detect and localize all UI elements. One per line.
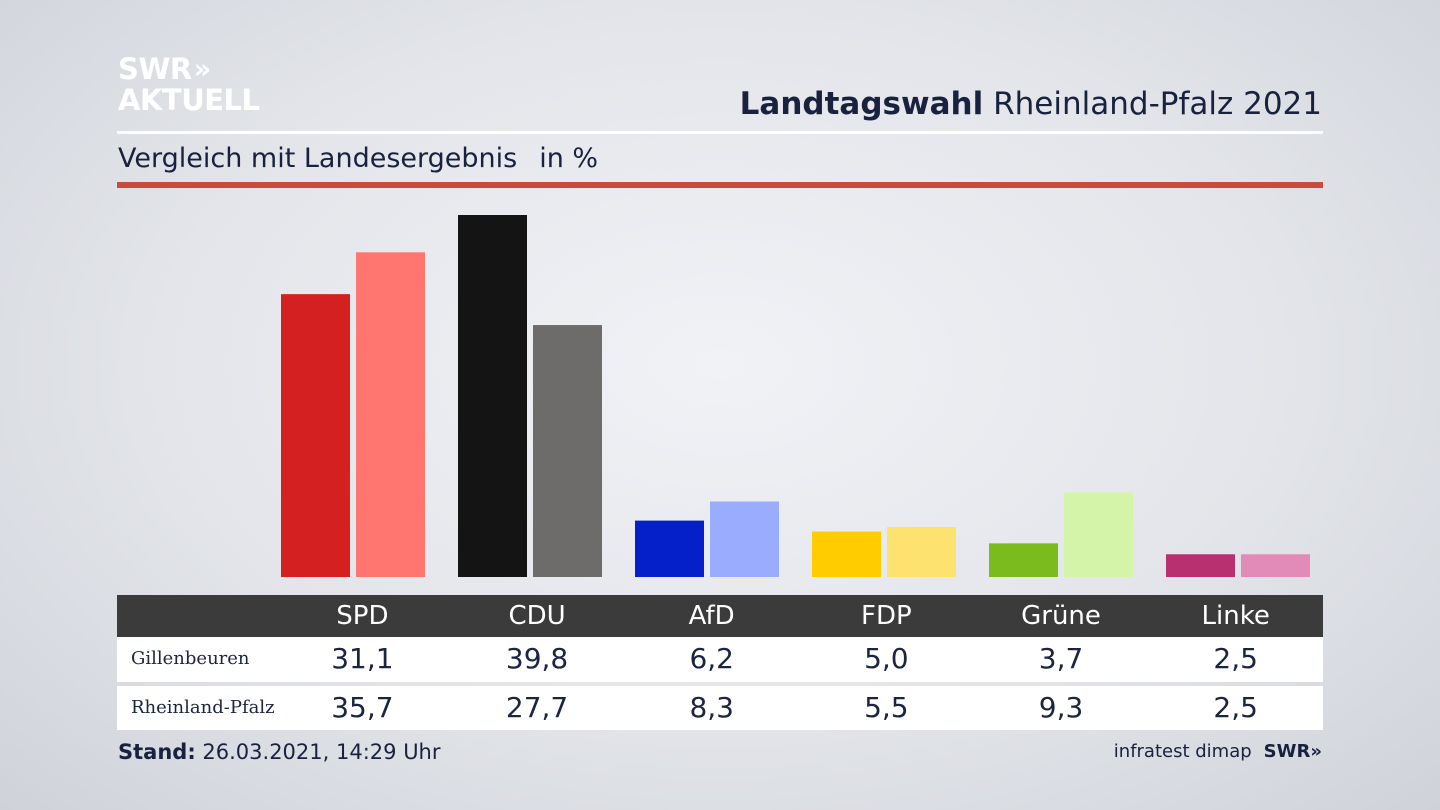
credit-text: infratest dimap (1113, 741, 1252, 762)
header-divider (117, 131, 1323, 134)
table-cell: 2,5 (1213, 642, 1258, 675)
swr-aktuell-logo: SWR» AKTUELL (118, 54, 260, 116)
row-label: Gillenbeuren (131, 648, 250, 669)
accent-divider (117, 182, 1323, 188)
bar-afd-series-1 (635, 520, 704, 577)
col-spd: SPD (336, 601, 389, 631)
bar-afd-series-2 (710, 501, 779, 577)
table-cell: 5,0 (864, 642, 909, 675)
table-cell: 39,8 (505, 642, 569, 675)
double-chevron-right-icon: » (1310, 741, 1322, 762)
bar-linke-series-1 (1166, 554, 1235, 577)
source-credit: infratest dimap SWR» (1114, 741, 1322, 762)
bar-linke-series-2 (1241, 554, 1310, 577)
bar-grüne-series-2 (1064, 492, 1133, 577)
double-chevron-right-icon: » (193, 54, 212, 85)
credit-swr-logo: SWR» (1263, 741, 1322, 762)
stand-value: 26.03.2021, 14:29 Uhr (202, 740, 441, 764)
col-afd: AfD (688, 601, 735, 631)
chart-subtitle: Vergleich mit Landesergebnis in % (118, 143, 598, 174)
bar-spd-series-1 (281, 294, 350, 577)
table-cell: 8,3 (689, 691, 734, 724)
subtitle-text: Vergleich mit Landesergebnis (118, 143, 518, 174)
subtitle-unit: in % (539, 143, 599, 174)
table-cell: 5,5 (864, 691, 909, 724)
col-gruene: Grüne (1021, 601, 1101, 631)
col-cdu: CDU (508, 601, 566, 631)
timestamp: Stand: 26.03.2021, 14:29 Uhr (118, 740, 441, 764)
table-cell: 31,1 (331, 642, 394, 675)
bar-fdp-series-1 (812, 531, 881, 577)
title-rest: Rheinland-Pfalz 2021 (993, 86, 1322, 122)
row-label: Rheinland-Pfalz (131, 697, 275, 718)
table-header-label (117, 595, 275, 637)
bar-spd-series-2 (356, 252, 425, 578)
table-cell: 35,7 (331, 691, 394, 724)
table-header: SPD CDU AfD FDP Grüne Linke (117, 595, 1323, 637)
table-cell: 2,5 (1213, 691, 1258, 724)
table-cell: 27,7 (505, 691, 569, 724)
table-cell: 3,7 (1038, 642, 1084, 675)
stand-label: Stand: (118, 740, 196, 764)
page-title: Landtagswahl Rheinland-Pfalz 2021 (740, 86, 1322, 122)
table-row: Gillenbeuren 31,1 39,8 6,2 5,0 3,7 2,5 (117, 637, 1323, 682)
table-cell: 6,2 (689, 642, 734, 675)
col-fdp: FDP (861, 601, 912, 631)
logo-swr: SWR (118, 52, 192, 86)
logo-aktuell: AKTUELL (118, 83, 260, 117)
col-linke: Linke (1201, 601, 1270, 631)
bar-cdu-series-1 (458, 215, 527, 577)
bar-cdu-series-2 (533, 325, 602, 577)
table-row: Rheinland-Pfalz 35,7 27,7 8,3 5,5 9,3 2,… (117, 686, 1323, 730)
bar-fdp-series-2 (887, 526, 956, 577)
bar-chart (281, 215, 1310, 578)
bar-grüne-series-1 (989, 543, 1058, 577)
table-cell: 9,3 (1038, 691, 1084, 724)
title-bold: Landtagswahl (739, 86, 984, 122)
results-table: SPD CDU AfD FDP Grüne Linke Gillenbeuren… (117, 595, 1323, 730)
